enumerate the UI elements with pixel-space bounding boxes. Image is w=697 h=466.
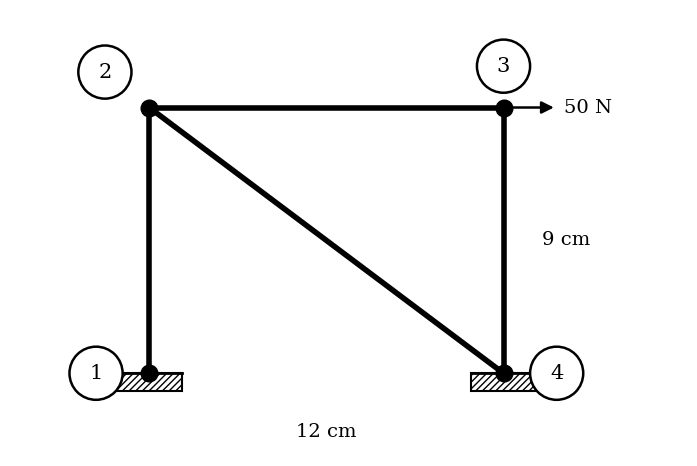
Bar — [116, 373, 182, 391]
Text: 12 cm: 12 cm — [296, 423, 357, 441]
Text: 50 N: 50 N — [564, 98, 612, 116]
Circle shape — [530, 347, 583, 400]
Circle shape — [70, 347, 123, 400]
Circle shape — [78, 46, 132, 99]
Text: 9 cm: 9 cm — [542, 232, 590, 249]
Bar — [471, 373, 536, 391]
Text: 1: 1 — [89, 364, 102, 383]
Text: 3: 3 — [497, 57, 510, 75]
Circle shape — [477, 40, 530, 93]
Text: 4: 4 — [550, 364, 563, 383]
Text: 2: 2 — [98, 62, 112, 82]
